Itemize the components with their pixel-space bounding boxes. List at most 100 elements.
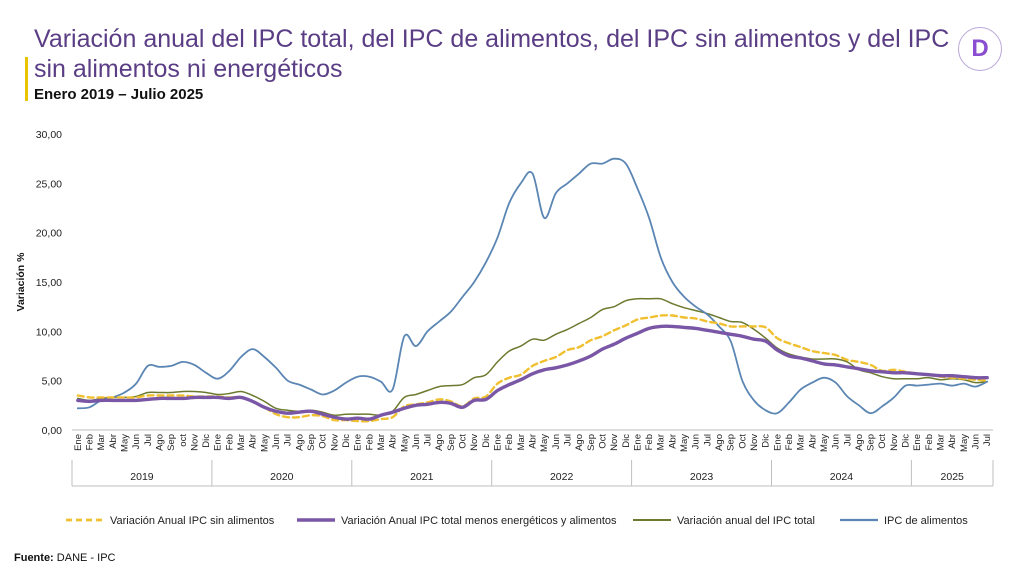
x-tick-label: Oct	[597, 434, 608, 449]
x-tick-label: Jul	[562, 434, 573, 446]
x-tick-label: Dic	[341, 434, 352, 448]
x-tick-label: Nov	[469, 434, 480, 451]
x-tick-label: Mar	[236, 434, 247, 450]
year-label: 2020	[270, 471, 294, 483]
x-tick-label: Mar	[516, 434, 527, 450]
y-tick-label: 0,00	[42, 425, 63, 437]
x-tick-label: Feb	[644, 434, 655, 450]
x-tick-label: Jul	[842, 434, 853, 446]
x-tick-label: Abr	[667, 434, 678, 449]
x-tick-label: Mar	[796, 434, 807, 450]
legend-label: Variación Anual IPC sin alimentos	[110, 515, 275, 527]
x-tick-label: Oct	[318, 434, 329, 449]
legend-label: Variación anual del IPC total	[677, 515, 815, 527]
x-tick-label: Abr	[248, 434, 259, 449]
year-label: 2025	[941, 471, 965, 483]
chart-subtitle: Enero 2019 – Julio 2025	[34, 86, 204, 103]
x-tick-label: May	[959, 434, 970, 452]
x-tick-label: Feb	[224, 434, 235, 450]
x-tick-label: Dic	[621, 434, 632, 448]
x-tick-label: Dic	[901, 434, 912, 448]
x-tick-label: Ago	[714, 434, 725, 451]
source-label: Fuente:	[14, 552, 54, 564]
x-tick-label: Feb	[924, 434, 935, 450]
x-tick-label: Mar	[96, 434, 107, 450]
x-tick-label: Jun	[551, 434, 562, 449]
y-tick-label: 30,00	[36, 129, 62, 141]
x-tick-label: Ene	[493, 434, 504, 451]
x-tick-label: May	[819, 434, 830, 452]
source-note: Fuente: DANE - IPC	[14, 552, 115, 564]
x-tick-label: May	[259, 434, 270, 452]
x-tick-label: Sep	[866, 434, 877, 451]
x-tick-label: Ago	[434, 434, 445, 451]
x-tick-label: Oct	[458, 434, 469, 449]
x-tick-label: Jun	[691, 434, 702, 449]
brand-logo: D	[958, 27, 1002, 71]
title-accent-bar	[25, 57, 28, 101]
x-tick-label: May	[119, 434, 130, 452]
x-tick-label: Jun	[131, 434, 142, 449]
x-tick-label: Ago	[154, 434, 165, 451]
series-line-3	[77, 297, 988, 417]
year-label: 2024	[830, 471, 854, 483]
x-tick-label: Sep	[586, 434, 597, 451]
series-line-2	[76, 324, 989, 421]
x-tick-label: Abr	[947, 434, 958, 449]
x-tick-label: Sep	[166, 434, 177, 451]
x-tick-label: Jun	[271, 434, 282, 449]
x-tick-label: Jul	[702, 434, 713, 446]
x-tick-label: Jun	[831, 434, 842, 449]
y-tick-label: 5,00	[42, 376, 63, 388]
source-value: DANE - IPC	[56, 552, 116, 564]
year-label: 2021	[410, 471, 434, 483]
y-axis-label: Variación %	[15, 252, 27, 312]
x-tick-label: Jun	[971, 434, 982, 449]
y-tick-label: 20,00	[36, 228, 62, 240]
x-tick-label: Nov	[329, 434, 340, 451]
x-tick-label: May	[399, 434, 410, 452]
x-tick-label: Ago	[574, 434, 585, 451]
series-line-4	[76, 157, 989, 415]
x-tick-label: Dic	[761, 434, 772, 448]
x-tick-label: Jun	[411, 434, 422, 449]
y-tick-label: 15,00	[36, 277, 62, 289]
x-tick-label: Jul	[143, 434, 154, 446]
x-tick-label: Mar	[376, 434, 387, 450]
x-tick-label: Jul	[283, 434, 294, 446]
x-tick-label: Abr	[388, 434, 399, 449]
year-label: 2023	[690, 471, 714, 483]
x-tick-label: Abr	[528, 434, 539, 449]
x-tick-label: Feb	[84, 434, 95, 450]
x-tick-label: Ene	[353, 434, 364, 451]
x-tick-label: Ago	[854, 434, 865, 451]
x-tick-label: Mar	[656, 434, 667, 450]
x-tick-label: Feb	[364, 434, 375, 450]
x-tick-label: May	[539, 434, 550, 452]
x-tick-label: Nov	[609, 434, 620, 451]
year-label: 2022	[550, 471, 574, 483]
x-tick-label: Dic	[201, 434, 212, 448]
x-tick-label: Sep	[306, 434, 317, 451]
x-tick-label: Ene	[632, 434, 643, 451]
x-tick-label: Nov	[189, 434, 200, 451]
x-tick-label: Ene	[912, 434, 923, 451]
x-tick-label: Ene	[73, 434, 84, 451]
x-tick-label: Ene	[213, 434, 224, 451]
legend-label: IPC de alimentos	[884, 515, 968, 527]
x-tick-label: Nov	[749, 434, 760, 451]
x-tick-label: Sep	[726, 434, 737, 451]
x-tick-label: Oct	[877, 434, 888, 449]
x-tick-label: Abr	[108, 434, 119, 449]
x-tick-label: Sep	[446, 434, 457, 451]
x-tick-label: Mar	[936, 434, 947, 450]
x-tick-label: Abr	[807, 434, 818, 449]
x-tick-label: Nov	[889, 434, 900, 451]
year-label: 2019	[130, 471, 154, 483]
x-tick-label: oct	[178, 434, 189, 447]
x-tick-label: Ago	[294, 434, 305, 451]
x-tick-label: Jul	[423, 434, 434, 446]
x-tick-label: Feb	[784, 434, 795, 450]
x-tick-label: Ene	[772, 434, 783, 451]
